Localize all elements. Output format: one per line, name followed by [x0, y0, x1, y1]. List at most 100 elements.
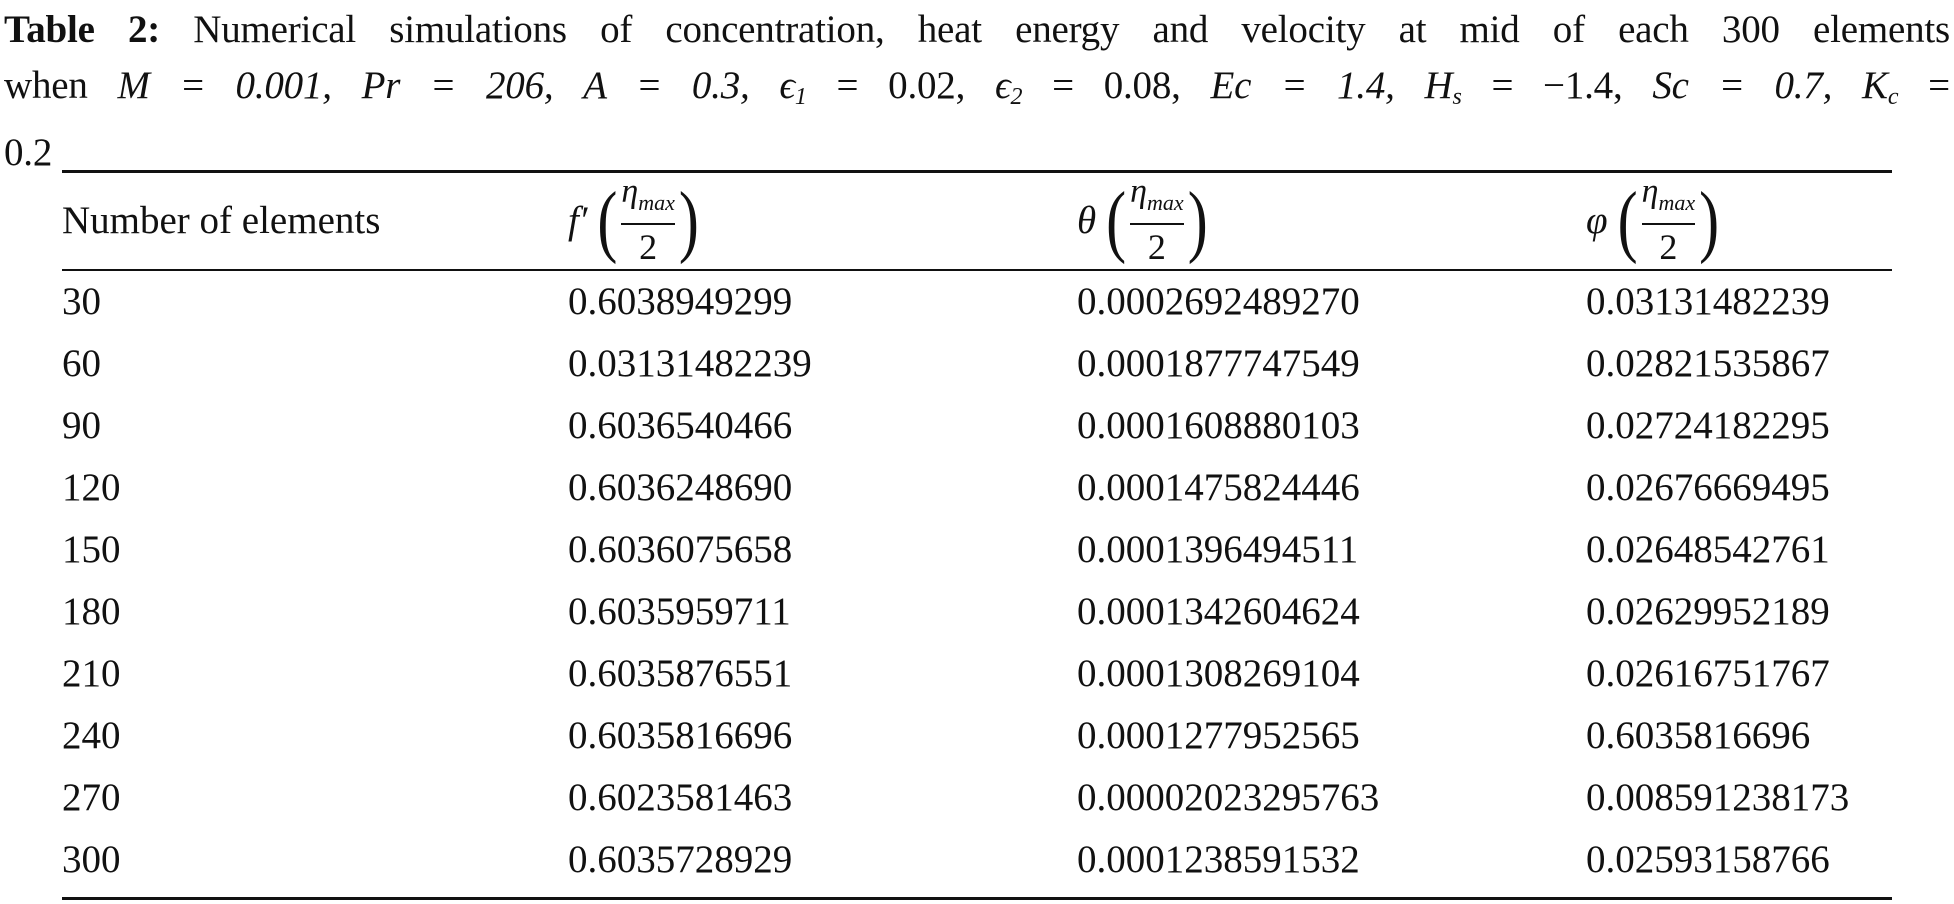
- eta-max-over-2-fraction: ηmax 2: [1130, 173, 1184, 268]
- cell-f-prime: 0.6035876551: [568, 652, 793, 695]
- param-hs: Hs = −1.4,: [1424, 64, 1623, 110]
- cell-phi: 0.008591238173: [1586, 776, 1850, 819]
- cell-elements: 120: [62, 466, 121, 509]
- eta-max-over-2-fraction: ηmax 2: [1641, 173, 1696, 268]
- caption-line-3: 0.2: [4, 131, 53, 174]
- cell-theta: 0.0001238591532: [1077, 838, 1360, 881]
- table-row: 120 0.6036248690 0.0001475824446 0.02676…: [62, 457, 1892, 519]
- fraction-bar: [1641, 223, 1696, 226]
- fraction-numerator: ηmax: [1642, 173, 1696, 222]
- cell-phi: 0.02648542761: [1586, 528, 1830, 571]
- param-e1-value: = 0.02,: [836, 64, 966, 107]
- table-row: 150 0.6036075658 0.0001396494511 0.02648…: [62, 519, 1892, 581]
- cell-elements: 60: [62, 342, 101, 385]
- eta-symbol: η: [621, 172, 639, 210]
- cell-phi: 0.03131482239: [1586, 280, 1830, 323]
- cell-phi: 0.02629952189: [1586, 590, 1830, 633]
- cell-elements: 210: [62, 652, 121, 695]
- param-e2-value: = 0.08,: [1052, 64, 1181, 107]
- param-hs-value: = −1.4,: [1491, 64, 1623, 107]
- caption-label: Table 2:: [4, 8, 161, 51]
- param-hs-sub: s: [1452, 84, 1462, 110]
- table-top-rule: [62, 170, 1892, 173]
- cell-theta: 0.0001877747549: [1077, 342, 1360, 385]
- param-ec: Ec = 1.4,: [1210, 64, 1395, 107]
- table-row: 300 0.6035728929 0.0001238591532 0.02593…: [62, 829, 1892, 891]
- cell-phi: 0.6035816696: [1586, 714, 1811, 757]
- cell-f-prime: 0.6036075658: [568, 528, 793, 571]
- eta-max-over-2-fraction: ηmax 2: [621, 173, 675, 268]
- right-paren: ): [1699, 175, 1720, 265]
- table-header-rule: [62, 269, 1892, 271]
- caption-line-1: Table 2: Numerical simulations of concen…: [4, 2, 1950, 58]
- left-paren: (: [1617, 175, 1638, 265]
- cell-elements: 90: [62, 404, 101, 447]
- header-theta-symbol: θ: [1077, 198, 1097, 242]
- header-theta: θ ( ηmax 2 ): [1077, 170, 1208, 270]
- cell-f-prime: 0.03131482239: [568, 342, 812, 385]
- cell-phi: 0.02821535867: [1586, 342, 1830, 385]
- param-kc-sub: c: [1887, 84, 1899, 110]
- cell-elements: 270: [62, 776, 121, 819]
- header-number-of-elements: Number of elements: [62, 198, 381, 242]
- eta-symbol: η: [1130, 172, 1148, 210]
- cell-f-prime: 0.6023581463: [568, 776, 793, 819]
- cell-f-prime: 0.6035959711: [568, 590, 791, 633]
- caption-text-1: Numerical simulations of concentration, …: [193, 8, 1951, 51]
- max-subscript: max: [638, 189, 675, 215]
- param-pr: Pr = 206,: [361, 64, 554, 107]
- right-paren: ): [1187, 175, 1208, 265]
- cell-phi: 0.02676669495: [1586, 466, 1830, 509]
- param-e2-sub: 2: [1010, 84, 1023, 110]
- header-phi-symbol: φ: [1586, 198, 1608, 242]
- cell-elements: 240: [62, 714, 121, 757]
- table-row: 30 0.6038949299 0.0002692489270 0.031314…: [62, 271, 1892, 333]
- param-e1-symbol: ϵ: [779, 64, 795, 107]
- fraction-numerator: ηmax: [1130, 173, 1184, 222]
- cell-theta: 0.0001608880103: [1077, 404, 1360, 447]
- cell-theta: 0.0001475824446: [1077, 466, 1360, 509]
- header-f-prime: f′ ( ηmax 2 ): [568, 170, 699, 270]
- fraction-numerator: ηmax: [621, 173, 675, 222]
- cell-theta: 0.0001342604624: [1077, 590, 1360, 633]
- caption-line-2: when M = 0.001, Pr = 206, A = 0.3, ϵ1 = …: [4, 58, 1950, 125]
- cell-f-prime: 0.6035728929: [568, 838, 793, 881]
- fraction-bar: [621, 223, 675, 226]
- fraction-bar: [1130, 223, 1184, 226]
- table-row: 90 0.6036540466 0.0001608880103 0.027241…: [62, 395, 1892, 457]
- param-e1-sub: 1: [794, 84, 807, 110]
- cell-theta: 0.0001308269104: [1077, 652, 1360, 695]
- cell-elements: 30: [62, 280, 101, 323]
- param-e2: ϵ2 = 0.08,: [994, 64, 1181, 110]
- param-hs-symbol: H: [1424, 64, 1453, 107]
- table-row: 240 0.6035816696 0.0001277952565 0.60358…: [62, 705, 1892, 767]
- max-subscript: max: [1658, 189, 1696, 215]
- param-e2-symbol: ϵ: [994, 64, 1011, 107]
- cell-phi: 0.02616751767: [1586, 652, 1830, 695]
- eta-symbol: η: [1641, 172, 1659, 210]
- cell-phi: 0.02724182295: [1586, 404, 1830, 447]
- cell-theta: 0.0001277952565: [1077, 714, 1360, 757]
- cell-elements: 300: [62, 838, 121, 881]
- table-row: 210 0.6035876551 0.0001308269104 0.02616…: [62, 643, 1892, 705]
- param-kc-symbol: K: [1862, 64, 1888, 107]
- fraction-denominator: 2: [639, 227, 658, 268]
- param-m: M = 0.001,: [117, 64, 333, 107]
- header-phi: φ ( ηmax 2 ): [1586, 170, 1719, 270]
- table-row: 60 0.03131482239 0.0001877747549 0.02821…: [62, 333, 1892, 395]
- fraction-denominator: 2: [1147, 227, 1166, 268]
- header-f-prime-symbol: f′: [568, 198, 588, 242]
- cell-theta: 0.00002023295763: [1077, 776, 1380, 819]
- cell-f-prime: 0.6035816696: [568, 714, 793, 757]
- table-row: 180 0.6035959711 0.0001342604624 0.02629…: [62, 581, 1892, 643]
- param-kc-value: =: [1928, 64, 1950, 107]
- cell-f-prime: 0.6036248690: [568, 466, 793, 509]
- fraction-denominator: 2: [1659, 227, 1678, 268]
- right-paren: ): [678, 175, 699, 265]
- param-sc: Sc = 0.7,: [1652, 64, 1833, 107]
- cell-theta: 0.0001396494511: [1077, 528, 1359, 571]
- left-paren: (: [597, 175, 618, 265]
- param-kc: Kc =: [1862, 64, 1950, 110]
- table-caption: Table 2: Numerical simulations of concen…: [4, 2, 1950, 181]
- param-e1: ϵ1 = 0.02,: [779, 64, 966, 110]
